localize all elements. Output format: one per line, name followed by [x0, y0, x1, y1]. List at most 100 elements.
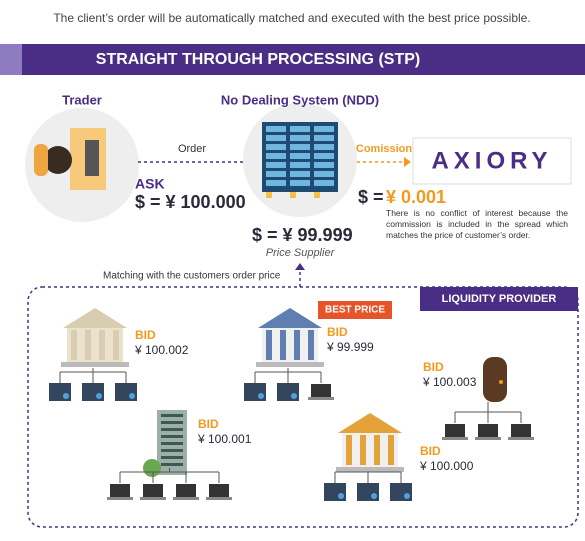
broker-box: [412, 137, 572, 185]
server-light: [258, 393, 264, 399]
broker-commission: ¥ 0.001: [386, 187, 446, 207]
tower-window: [161, 414, 183, 417]
laptop-screen: [478, 424, 498, 437]
subtitle: The client’s order will be automatically…: [53, 11, 530, 25]
tree: [143, 459, 161, 477]
ndd-role: Price Supplier: [266, 247, 336, 259]
laptop-screen: [176, 484, 196, 497]
server-light: [291, 393, 297, 399]
server-slot: [290, 126, 310, 132]
server-base: [314, 192, 320, 198]
bid-price: ¥ 99.999: [326, 340, 374, 354]
column: [374, 435, 380, 465]
server-light: [371, 493, 377, 499]
server-slot: [266, 171, 286, 177]
commission-note: There is no conflict of interest because…: [386, 208, 568, 240]
bid-label: BID: [135, 328, 156, 342]
laptop-base: [442, 437, 468, 440]
order-label: Order: [178, 143, 206, 155]
commission-arrowhead: [404, 157, 411, 167]
laptop-base: [475, 437, 501, 440]
server-slot: [290, 144, 310, 150]
column: [294, 330, 300, 360]
server-slot: [266, 162, 286, 168]
steps: [336, 467, 404, 472]
bid-price: ¥ 100.001: [197, 432, 252, 446]
server-slot: [290, 153, 310, 159]
liquidity-title: LIQUIDITY PROVIDER: [442, 293, 557, 305]
server-light: [96, 393, 102, 399]
server-base: [290, 192, 296, 198]
ask-price: $ = ¥ 100.000: [135, 192, 246, 212]
server-slot: [314, 126, 334, 132]
steps: [61, 362, 129, 367]
roof: [63, 308, 127, 328]
bid-label: BID: [327, 325, 348, 339]
ndd-label: No Dealing System (NDD): [221, 92, 379, 107]
laptop-base: [107, 497, 133, 500]
liquidity-frame: [27, 286, 579, 528]
server-slot: [290, 162, 310, 168]
roof: [338, 413, 402, 433]
banner: [0, 44, 585, 75]
laptop-base: [206, 497, 232, 500]
banner-title: STRAIGHT THROUGH PROCESSING (STP): [96, 51, 420, 68]
column: [266, 330, 272, 360]
trader-head: [44, 146, 72, 174]
server-slot: [314, 144, 334, 150]
tower-window: [161, 463, 183, 466]
commission-label: Comission: [356, 143, 413, 155]
server-slot: [290, 171, 310, 177]
laptop-base: [173, 497, 199, 500]
trader-body: [34, 144, 48, 176]
bid-price: ¥ 100.002: [134, 343, 189, 357]
roof: [258, 308, 322, 328]
tower-window: [161, 428, 183, 431]
column: [280, 330, 286, 360]
column: [85, 330, 91, 360]
tower-window: [161, 435, 183, 438]
door-knob: [499, 380, 503, 384]
laptop-screen: [311, 384, 331, 397]
column: [99, 330, 105, 360]
server-slot: [266, 153, 286, 159]
laptop-base: [508, 437, 534, 440]
laptop-base: [308, 397, 334, 400]
server-slot: [290, 135, 310, 141]
server-slot: [266, 126, 286, 132]
tower-window: [161, 449, 183, 452]
trader-label: Trader: [62, 92, 102, 107]
door: [483, 357, 507, 402]
match-arrowhead: [295, 263, 305, 270]
broker-name: AXIORY: [431, 147, 552, 174]
ndd-price: $ = ¥ 99.999: [252, 225, 353, 245]
server-base: [266, 192, 272, 198]
best-price: BEST PRICE: [325, 305, 385, 316]
bid-price: ¥ 100.000: [419, 459, 474, 473]
column: [308, 330, 314, 360]
laptop-screen: [511, 424, 531, 437]
laptop-screen: [143, 484, 163, 497]
bid-price: ¥ 100.003: [422, 375, 477, 389]
laptop: [85, 140, 99, 176]
laptop-screen: [445, 424, 465, 437]
tower-window: [161, 442, 183, 445]
steps: [256, 362, 324, 367]
server-slot: [314, 162, 334, 168]
ask-label: ASK: [135, 176, 165, 192]
column: [388, 435, 394, 465]
server-light: [404, 493, 410, 499]
laptop-screen: [209, 484, 229, 497]
server-slot: [266, 180, 286, 186]
server-slot: [314, 135, 334, 141]
column: [346, 435, 352, 465]
matching-label: Matching with the customers order price: [103, 271, 281, 282]
liquidity-tab: [420, 287, 578, 311]
bid-label: BID: [420, 444, 441, 458]
bid-label: BID: [423, 360, 444, 374]
laptop-base: [140, 497, 166, 500]
banner-accent: [0, 44, 22, 75]
server-slot: [314, 180, 334, 186]
server-slot: [266, 135, 286, 141]
server-slot: [314, 171, 334, 177]
